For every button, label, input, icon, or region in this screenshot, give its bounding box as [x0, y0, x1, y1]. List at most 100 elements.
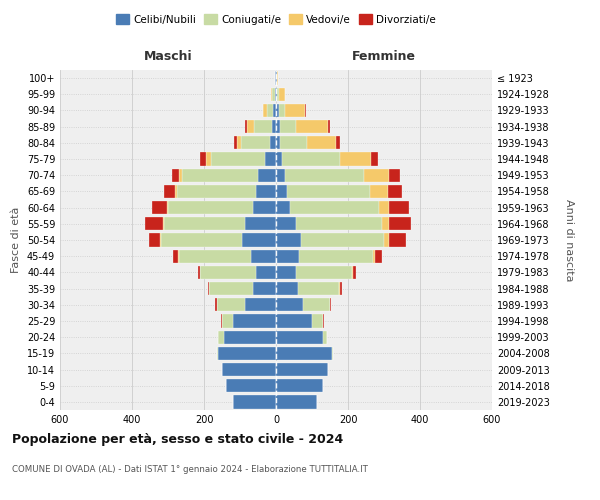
- Bar: [177, 185, 256, 198]
- Bar: [276, 136, 280, 149]
- Bar: [149, 234, 160, 246]
- Bar: [200, 152, 206, 166]
- Bar: [265, 152, 276, 166]
- Bar: [263, 104, 266, 117]
- Bar: [208, 282, 209, 295]
- Bar: [275, 72, 276, 85]
- Bar: [233, 314, 276, 328]
- Bar: [370, 185, 388, 198]
- Bar: [167, 201, 168, 214]
- Text: Femmine: Femmine: [352, 50, 416, 62]
- Bar: [254, 120, 272, 134]
- Bar: [373, 250, 375, 263]
- Bar: [389, 201, 409, 214]
- Bar: [340, 152, 371, 166]
- Bar: [233, 396, 276, 408]
- Bar: [273, 104, 276, 117]
- Bar: [298, 282, 339, 295]
- Bar: [168, 201, 253, 214]
- Bar: [209, 282, 253, 295]
- Bar: [271, 88, 272, 101]
- Bar: [301, 234, 384, 246]
- Bar: [275, 88, 276, 101]
- Bar: [280, 136, 307, 149]
- Text: COMUNE DI OVADA (AL) - Dati ISTAT 1° gennaio 2024 - Elaborazione TUTTITALIA.IT: COMUNE DI OVADA (AL) - Dati ISTAT 1° gen…: [12, 466, 368, 474]
- Bar: [276, 282, 298, 295]
- Bar: [384, 234, 389, 246]
- Bar: [340, 282, 341, 295]
- Bar: [256, 266, 276, 279]
- Bar: [339, 282, 340, 295]
- Bar: [389, 168, 400, 182]
- Bar: [382, 217, 389, 230]
- Bar: [276, 104, 279, 117]
- Bar: [163, 217, 164, 230]
- Bar: [222, 363, 276, 376]
- Bar: [276, 314, 312, 328]
- Bar: [253, 201, 276, 214]
- Bar: [283, 152, 340, 166]
- Bar: [280, 120, 296, 134]
- Bar: [258, 168, 276, 182]
- Bar: [179, 250, 251, 263]
- Bar: [237, 136, 241, 149]
- Bar: [277, 88, 279, 101]
- Bar: [336, 136, 340, 149]
- Bar: [276, 72, 277, 85]
- Bar: [352, 266, 353, 279]
- Bar: [303, 298, 330, 312]
- Y-axis label: Fasce di età: Fasce di età: [11, 207, 21, 273]
- Bar: [179, 168, 182, 182]
- Bar: [226, 379, 276, 392]
- Bar: [241, 136, 269, 149]
- Bar: [161, 234, 242, 246]
- Bar: [172, 168, 179, 182]
- Bar: [276, 152, 283, 166]
- Bar: [296, 120, 328, 134]
- Bar: [217, 346, 218, 360]
- Bar: [222, 314, 233, 328]
- Bar: [160, 234, 161, 246]
- Bar: [197, 266, 200, 279]
- Bar: [388, 185, 402, 198]
- Bar: [182, 168, 258, 182]
- Bar: [276, 250, 299, 263]
- Bar: [323, 330, 327, 344]
- Bar: [218, 346, 276, 360]
- Bar: [272, 88, 275, 101]
- Bar: [245, 120, 247, 134]
- Bar: [256, 185, 276, 198]
- Bar: [215, 298, 217, 312]
- Bar: [253, 282, 276, 295]
- Bar: [307, 136, 336, 149]
- Bar: [251, 250, 276, 263]
- Bar: [206, 152, 211, 166]
- Bar: [224, 330, 276, 344]
- Bar: [269, 136, 276, 149]
- Bar: [164, 217, 245, 230]
- Bar: [242, 234, 276, 246]
- Bar: [379, 201, 389, 214]
- Bar: [277, 72, 278, 85]
- Bar: [276, 168, 285, 182]
- Bar: [353, 266, 356, 279]
- Bar: [287, 185, 370, 198]
- Bar: [233, 136, 237, 149]
- Bar: [211, 152, 265, 166]
- Bar: [296, 266, 352, 279]
- Bar: [285, 168, 364, 182]
- Bar: [276, 330, 323, 344]
- Bar: [389, 234, 406, 246]
- Y-axis label: Anni di nascita: Anni di nascita: [563, 198, 574, 281]
- Bar: [276, 266, 296, 279]
- Bar: [276, 120, 280, 134]
- Bar: [217, 298, 245, 312]
- Bar: [279, 104, 286, 117]
- Bar: [330, 298, 331, 312]
- Bar: [286, 104, 305, 117]
- Bar: [389, 217, 411, 230]
- Bar: [218, 330, 224, 344]
- Bar: [305, 104, 306, 117]
- Bar: [221, 314, 222, 328]
- Bar: [364, 168, 389, 182]
